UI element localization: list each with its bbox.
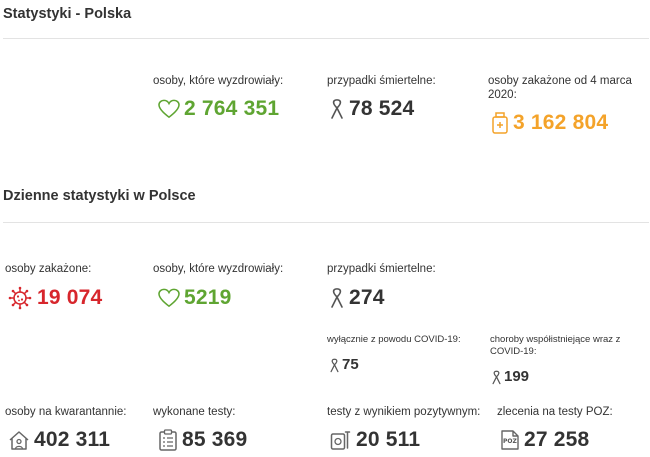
summary-infected-value: 3 162 804 (513, 111, 609, 134)
clipboard-icon (159, 429, 177, 451)
heart-icon (158, 288, 180, 308)
summary-infected-label: osoby zakażone od 4 marca 2020: (488, 75, 632, 101)
tests-value: 85 369 (182, 428, 248, 451)
poz-document-icon: POZ (500, 429, 520, 451)
ribbon-icon (331, 288, 343, 308)
daily-infected-stat: 19 074 (8, 286, 102, 310)
comorbid-value: 199 (504, 368, 530, 385)
heart-icon (158, 99, 180, 119)
tests-label: wykonane testy: (153, 406, 236, 418)
poz-icon-text: POZ (503, 438, 517, 445)
positive-tests-stat: 20 511 (330, 428, 420, 452)
test-kit-icon (330, 431, 351, 450)
medicine-bottle-icon (492, 112, 508, 134)
poz-orders-label: zlecenia na testy POZ: (497, 406, 613, 418)
virus-icon (8, 286, 32, 310)
daily-divider (3, 222, 649, 223)
daily-deaths-label: przypadki śmiertelne: (327, 263, 436, 275)
covid-only-stat: 75 (329, 356, 359, 374)
daily-infected-label: osoby zakażone: (5, 263, 92, 275)
summary-deaths-label: przypadki śmiertelne: (327, 75, 436, 87)
ribbon-icon (330, 358, 339, 372)
ribbon-icon (331, 99, 343, 119)
positive-tests-label: testy z wynikiem pozytywnym: (327, 406, 481, 418)
ribbon-icon (492, 370, 501, 384)
daily-deaths-value: 274 (349, 286, 385, 309)
comorbid-stat: 199 (491, 368, 529, 386)
poz-orders-value: 27 258 (524, 428, 590, 451)
daily-recovered-value: 5219 (184, 286, 232, 309)
summary-deaths-stat: 78 524 (329, 97, 414, 121)
comorbid-label: choroby współistniejące wraz z COVID-19: (490, 334, 621, 357)
summary-recovered-value: 2 764 351 (184, 97, 280, 120)
summary-infected-stat: 3 162 804 (491, 111, 608, 135)
covid-only-value: 75 (342, 356, 359, 373)
daily-title: Dzienne statystyki w Polsce (3, 188, 196, 204)
daily-infected-value: 19 074 (37, 286, 103, 309)
quarantine-stat: 402 311 (8, 428, 110, 452)
summary-deaths-value: 78 524 (349, 97, 415, 120)
positive-tests-value: 20 511 (356, 428, 421, 451)
summary-recovered-stat: 2 764 351 (158, 97, 279, 121)
daily-recovered-stat: 5219 (158, 286, 232, 310)
tests-stat: 85 369 (158, 428, 247, 452)
quarantine-value: 402 311 (34, 428, 111, 451)
daily-recovered-label: osoby, które wyzdrowiały: (153, 263, 284, 275)
daily-deaths-stat: 274 (329, 286, 385, 310)
poz-orders-stat: POZ 27 258 (500, 428, 589, 452)
house-icon (9, 431, 29, 450)
page-title: Statystyki - Polska (3, 6, 132, 22)
covid-only-label: wyłącznie z powodu COVID-19: (327, 334, 461, 345)
summary-recovered-label: osoby, które wyzdrowiały: (153, 75, 284, 87)
quarantine-label: osoby na kwarantannie: (5, 406, 127, 418)
header-divider (3, 38, 649, 39)
